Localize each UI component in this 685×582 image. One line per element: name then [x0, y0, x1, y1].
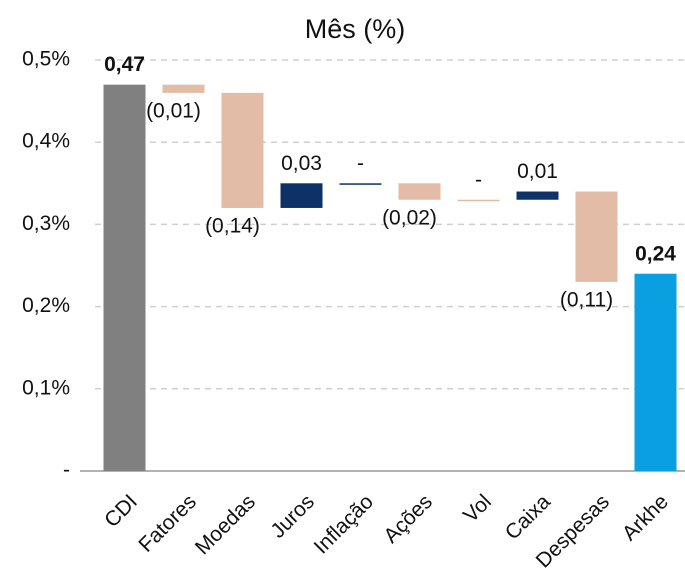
bar	[280, 183, 323, 208]
x-tick-label: Fatores	[134, 490, 201, 557]
y-tick-label: 0,3%	[22, 212, 70, 235]
data-label: (0,11)	[560, 288, 613, 311]
x-tick-label: Moedas	[191, 490, 260, 559]
bar	[457, 199, 500, 202]
chart-title: Mês (%)	[305, 14, 406, 44]
bar	[398, 183, 441, 200]
bar	[162, 84, 205, 93]
data-label: 0,24	[635, 242, 676, 265]
x-tick-label: Vol	[459, 490, 496, 527]
data-label: 0,03	[281, 152, 322, 175]
x-tick-label: Caixa	[501, 490, 555, 544]
bar	[516, 191, 559, 200]
data-label: 0,01	[517, 160, 558, 183]
y-tick-label: 0,2%	[22, 294, 70, 317]
x-tick-label: Juros	[266, 490, 319, 543]
y-tick-label: -	[63, 459, 70, 482]
data-label: -	[357, 152, 364, 175]
y-tick-label: 0,1%	[22, 376, 70, 399]
y-tick-label: 0,4%	[22, 130, 70, 153]
bar	[634, 273, 677, 471]
data-label: (0,02)	[382, 206, 437, 229]
bar	[221, 92, 264, 208]
data-label: (0,14)	[205, 215, 260, 238]
data-label: 0,47	[104, 53, 145, 76]
x-tick-label: Inflação	[310, 490, 378, 558]
data-label: -	[475, 168, 482, 191]
data-label: (0,01)	[146, 99, 201, 122]
bar	[575, 191, 618, 282]
bar	[103, 84, 146, 471]
x-tick-label: Arkhe	[618, 490, 673, 545]
y-tick-label: 0,5%	[22, 48, 70, 71]
x-tick-label: Ações	[379, 490, 437, 548]
bar	[339, 183, 382, 185]
x-tick-label: CDI	[100, 490, 142, 532]
